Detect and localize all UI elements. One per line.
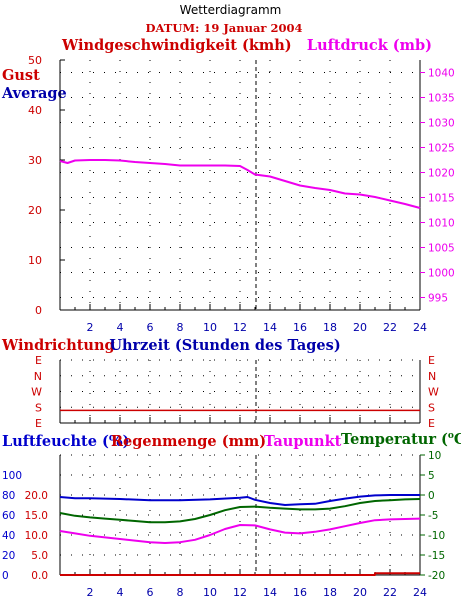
- humidity-tick-label: 0: [2, 570, 9, 582]
- x-tick-label: 6: [147, 321, 154, 334]
- pressure-tick-label: 995: [428, 293, 448, 305]
- x-tick-label: 12: [233, 586, 247, 599]
- direction-tick-label-right: E: [428, 354, 435, 367]
- direction-tick-label-right: S: [428, 401, 435, 414]
- temperature-axis-title: Temperatur (oC): [341, 431, 461, 448]
- pressure-tick-label: 1010: [428, 218, 455, 230]
- pressure-axis-title: Luftdruck (mb): [307, 37, 432, 54]
- pressure-tick-label: 1040: [428, 68, 455, 80]
- direction-tick-label-right: E: [428, 417, 435, 430]
- x-tick-label: 2: [87, 586, 94, 599]
- temperature-tick-label: -10: [428, 530, 445, 542]
- wind-speed-tick-label: 40: [28, 104, 42, 117]
- dew-point-series-line: [59, 517, 421, 544]
- wind-direction-title: Windrichtung: [1, 337, 115, 354]
- x-tick-label: 12: [233, 321, 247, 334]
- pressure-tick-label: 1015: [428, 193, 455, 205]
- direction-tick-label-left: N: [34, 370, 42, 383]
- temperature-tick-label: -20: [428, 570, 445, 582]
- humidity-tick-label: 40: [2, 530, 15, 542]
- dew-point-axis-title: Taupunkt: [264, 433, 342, 450]
- x-tick-label: 16: [293, 586, 307, 599]
- page-title: Wetterdiagramm: [180, 3, 282, 17]
- pressure-tick-label: 1030: [428, 118, 455, 130]
- temperature-tick-label: 0: [428, 490, 435, 502]
- rain-tick-label: 0.0: [31, 570, 48, 582]
- x-tick-label: 24: [413, 586, 427, 599]
- direction-tick-label-left: E: [35, 417, 42, 430]
- pressure-tick-label: 1000: [428, 268, 455, 280]
- rain-series-line: [60, 572, 420, 576]
- x-tick-label: 24: [413, 321, 427, 334]
- wind-speed-tick-label: 50: [28, 54, 42, 67]
- x-tick-label: 4: [117, 586, 124, 599]
- rain-tick-label: 20.0: [25, 490, 48, 502]
- wind-speed-axis-title: Windgeschwindigkeit (kmh): [61, 37, 292, 54]
- direction-tick-label-left: E: [35, 354, 42, 367]
- temperature-tick-label: -5: [428, 510, 438, 522]
- direction-tick-label-right: N: [428, 370, 436, 383]
- x-tick-label: 6: [147, 586, 154, 599]
- x-tick-label: 4: [117, 321, 124, 334]
- rain-tick-label: 10.0: [25, 530, 48, 542]
- x-tick-label: 14: [263, 586, 277, 599]
- time-axis-title: Uhrzeit (Stunden des Tages): [109, 337, 340, 354]
- rain-axis-title: Regenmenge (mm): [111, 433, 266, 450]
- pressure-tick-label: 1025: [428, 143, 455, 155]
- humidity-tick-label: 100: [2, 470, 22, 482]
- wind-speed-tick-label: 20: [28, 204, 42, 217]
- rain-tick-label: 5.0: [31, 550, 48, 562]
- humidity-tick-label: 60: [2, 510, 15, 522]
- direction-tick-label-left: S: [35, 401, 42, 414]
- x-tick-label: 20: [353, 321, 367, 334]
- x-tick-label: 14: [263, 321, 277, 334]
- date-label: DATUM: 19 Januar 2004: [146, 21, 303, 35]
- x-tick-label: 18: [323, 321, 337, 334]
- x-tick-label: 2: [87, 321, 94, 334]
- legend-gust: Gust: [2, 67, 40, 84]
- wind-speed-tick-label: 0: [35, 304, 42, 317]
- humidity-series-line: [59, 494, 420, 506]
- x-tick-label: 16: [293, 321, 307, 334]
- pressure-tick-label: 1035: [428, 93, 455, 105]
- x-tick-label: 10: [203, 321, 217, 334]
- humidity-axis-title: Luftfeuchte (%): [2, 433, 130, 450]
- x-tick-label: 8: [177, 321, 184, 334]
- wind-speed-tick-label: 30: [28, 154, 42, 167]
- legend-average: Average: [1, 85, 67, 102]
- direction-tick-label-right: W: [428, 386, 439, 399]
- rain-tick-label: 15.0: [25, 510, 48, 522]
- temperature-tick-label: 5: [428, 470, 435, 482]
- x-tick-label: 22: [383, 586, 397, 599]
- pressure-series-line: [59, 159, 421, 209]
- x-tick-label: 22: [383, 321, 397, 334]
- pressure-tick-label: 1005: [428, 243, 455, 255]
- x-tick-label: 10: [203, 586, 217, 599]
- direction-tick-label-left: W: [31, 386, 42, 399]
- temperature-series-line: [59, 498, 421, 524]
- x-tick-label: 8: [177, 586, 184, 599]
- humidity-tick-label: 80: [2, 490, 15, 502]
- pressure-tick-label: 1020: [428, 168, 455, 180]
- temperature-tick-label: 10: [428, 450, 441, 462]
- x-tick-label: 18: [323, 586, 337, 599]
- humidity-tick-label: 20: [2, 550, 15, 562]
- x-tick-label: 20: [353, 586, 367, 599]
- temperature-tick-label: -15: [428, 550, 445, 562]
- wind-speed-tick-label: 10: [28, 254, 42, 267]
